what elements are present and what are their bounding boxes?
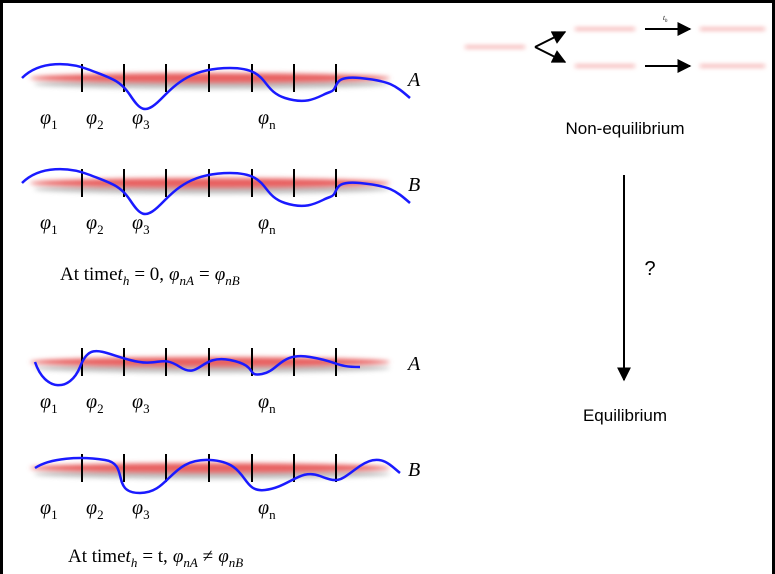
arrow-label: th: [663, 14, 668, 24]
bottom-label: Equilibrium: [583, 406, 667, 425]
caption-part: φ: [173, 546, 184, 567]
phi-subscript: n: [269, 401, 276, 416]
caption: At timeth = t, φnA ≠ φnB: [68, 546, 243, 570]
phi-symbol: φ: [258, 497, 269, 519]
phi-subscript: 1: [51, 401, 58, 416]
phi-label: φ2: [86, 497, 104, 522]
phi-subscript: 1: [51, 117, 58, 132]
phi-subscript: 1: [51, 507, 58, 522]
phi-label: φ1: [40, 212, 58, 237]
phi-symbol: φ: [40, 107, 51, 129]
caption-part: φ: [215, 264, 226, 285]
phi-label: φ2: [86, 391, 104, 416]
arrows: [534, 22, 692, 382]
phi-label: φn: [258, 391, 276, 416]
caption-part: nB: [229, 555, 244, 570]
phi-subscript: 2: [97, 222, 104, 237]
caption-part: = 0,: [134, 264, 164, 285]
caption-part: t: [126, 546, 132, 567]
caption-part: φ: [169, 264, 180, 285]
phi-symbol: φ: [86, 497, 97, 519]
phi-label: φ3: [132, 391, 150, 416]
strand-label: A: [406, 69, 421, 91]
phi-symbol: φ: [86, 212, 97, 234]
caption-part: =: [199, 264, 210, 285]
wave: [21, 62, 411, 111]
phi-label: φn: [258, 107, 276, 132]
phi-subscript: 2: [97, 507, 104, 522]
phi-subscript: 3: [143, 222, 150, 237]
phi-label: φ2: [86, 212, 104, 237]
strand: Aφ1 φ2 φ3 φn: [21, 62, 421, 132]
phi-symbol: φ: [40, 497, 51, 519]
caption-part: h: [131, 555, 138, 570]
phi-subscript: 2: [97, 401, 104, 416]
phi-symbol: φ: [132, 107, 143, 129]
phi-label: φn: [258, 212, 276, 237]
phi-label: φ1: [40, 391, 58, 416]
strand: Bφ1 φ2 φ3 φn: [30, 454, 420, 522]
phi-symbol: φ: [258, 212, 269, 234]
phi-symbol: φ: [86, 107, 97, 129]
phi-symbol: φ: [40, 391, 51, 413]
wave: [21, 167, 411, 216]
caption-part: nA: [183, 555, 198, 570]
phi-subscript: n: [269, 222, 276, 237]
phi-symbol: φ: [40, 212, 51, 234]
arrow-label-var: t: [663, 14, 666, 22]
caption-part: At time: [68, 546, 126, 567]
strand-label: A: [406, 353, 421, 375]
phi-subscript: n: [269, 507, 276, 522]
phi-symbol: φ: [132, 497, 143, 519]
phi-subscript: 2: [97, 117, 104, 132]
caption-part: t: [118, 264, 124, 285]
phi-subscript: 1: [51, 222, 58, 237]
phi-label: φ3: [132, 107, 150, 132]
strand-label: B: [408, 459, 420, 481]
strand-label: B: [408, 174, 420, 196]
top-label: Non-equilibrium: [565, 119, 684, 138]
phi-label: φ3: [132, 212, 150, 237]
phi-subscript: 3: [143, 401, 150, 416]
phi-symbol: φ: [258, 391, 269, 413]
phi-label: φ1: [40, 107, 58, 132]
strand: Aφ1 φ2 φ3 φn: [30, 348, 421, 416]
phi-subscript: n: [269, 117, 276, 132]
schematic: th Non-equilibrium ? Equilibrium: [465, 14, 765, 425]
phi-symbol: φ: [132, 212, 143, 234]
question: ?: [644, 258, 655, 280]
caption-part: ≠: [203, 546, 213, 567]
caption-part: nA: [180, 273, 195, 288]
phi-symbol: φ: [132, 391, 143, 413]
phi-label: φ2: [86, 107, 104, 132]
phi-label: φ3: [132, 497, 150, 522]
phi-symbol: φ: [258, 107, 269, 129]
wave: [33, 349, 361, 387]
phi-symbol: φ: [86, 391, 97, 413]
caption-part: φ: [218, 546, 229, 567]
phi-label: φn: [258, 497, 276, 522]
arrow-label-sub: h: [665, 19, 668, 24]
caption-part: At time: [60, 264, 118, 285]
caption-part: = t,: [142, 546, 168, 567]
wave: [34, 456, 401, 495]
caption-part: h: [123, 273, 130, 288]
phi-subscript: 3: [143, 117, 150, 132]
phi-subscript: 3: [143, 507, 150, 522]
phi-label: φ1: [40, 497, 58, 522]
levels: [465, 28, 765, 67]
caption-part: nB: [225, 273, 240, 288]
caption: At timeth = 0, φnA = φnB: [60, 264, 240, 288]
strand: Bφ1 φ2 φ3 φn: [21, 167, 420, 237]
